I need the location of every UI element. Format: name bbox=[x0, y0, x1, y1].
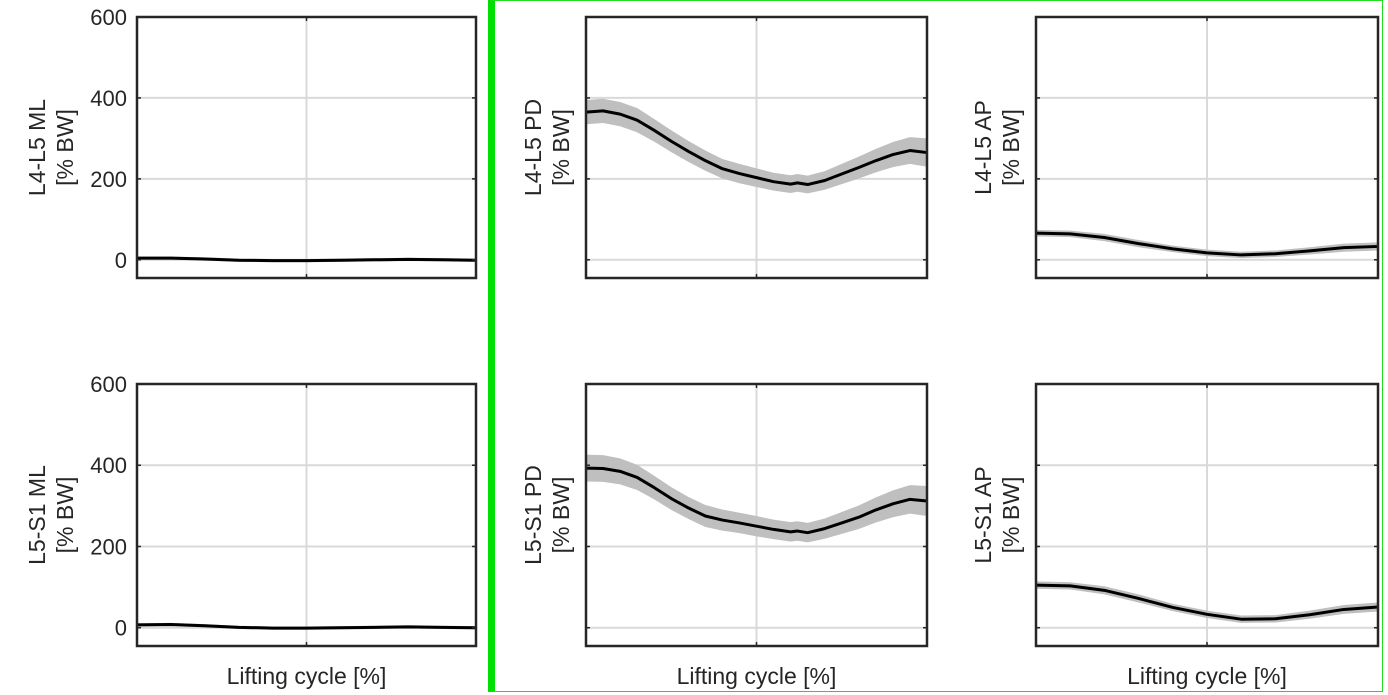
y-tick-label: 0 bbox=[115, 248, 127, 273]
sd-band bbox=[1036, 581, 1378, 623]
y-tick-label: 600 bbox=[90, 5, 127, 30]
mean-line bbox=[137, 256, 477, 263]
mean-line bbox=[1035, 231, 1379, 257]
y-tick-label: 400 bbox=[90, 86, 127, 111]
y-axis-unit-label: [% BW] bbox=[998, 477, 1024, 554]
mean-line bbox=[1035, 583, 1379, 621]
y-axis-unit-label: [% BW] bbox=[52, 477, 78, 554]
panel-l5s1-ml: 0 200 400 600 L5-S1 ML [% BW] Lifting cycle [%… bbox=[24, 372, 478, 689]
panel-l4l5-ap: L4-L5 AP [% BW] bbox=[970, 15, 1380, 280]
panel-l5s1-pd: L5-S1 PD [% BW] Lifting cycle [%] bbox=[520, 382, 929, 689]
mean-line bbox=[585, 466, 928, 535]
mean-line bbox=[136, 622, 477, 630]
x-axis-label: Lifting cycle [%] bbox=[677, 663, 837, 689]
y-tick-label: 400 bbox=[90, 453, 127, 478]
panel-l5s1-ap: L5-S1 AP [% BW] Lifting cycle [%] bbox=[970, 382, 1380, 689]
sd-band bbox=[586, 454, 927, 543]
x-axis-label: Lifting cycle [%] bbox=[227, 663, 387, 689]
y-axis-label: L5-S1 PD bbox=[520, 465, 546, 565]
y-tick-label: 200 bbox=[90, 167, 127, 192]
x-axis-label: Lifting cycle [%] bbox=[1127, 663, 1287, 689]
y-axis-unit-label: [% BW] bbox=[548, 109, 574, 186]
y-axis-label: L5-S1 ML bbox=[24, 465, 50, 565]
y-axis-label: L4-L5 AP bbox=[970, 100, 996, 195]
y-axis-unit-label: [% BW] bbox=[52, 109, 78, 186]
y-axis-label: L4-L5 PD bbox=[520, 99, 546, 196]
y-axis-label: L4-L5 ML bbox=[24, 99, 50, 196]
y-axis-unit-label: [% BW] bbox=[998, 109, 1024, 186]
mean-line bbox=[585, 109, 928, 187]
y-axis-label: L5-S1 AP bbox=[970, 466, 996, 563]
y-tick-label: 0 bbox=[115, 616, 127, 641]
y-tick-label: 600 bbox=[90, 372, 127, 397]
y-tick-label: 200 bbox=[90, 534, 127, 559]
sd-band bbox=[586, 98, 927, 194]
panel-l4l5-pd: L4-L5 PD [% BW] bbox=[520, 15, 929, 280]
y-axis-unit-label: [% BW] bbox=[548, 477, 574, 554]
panel-l4l5-ml: 0 200 400 600 L4-L5 ML [% BW] bbox=[24, 5, 478, 280]
